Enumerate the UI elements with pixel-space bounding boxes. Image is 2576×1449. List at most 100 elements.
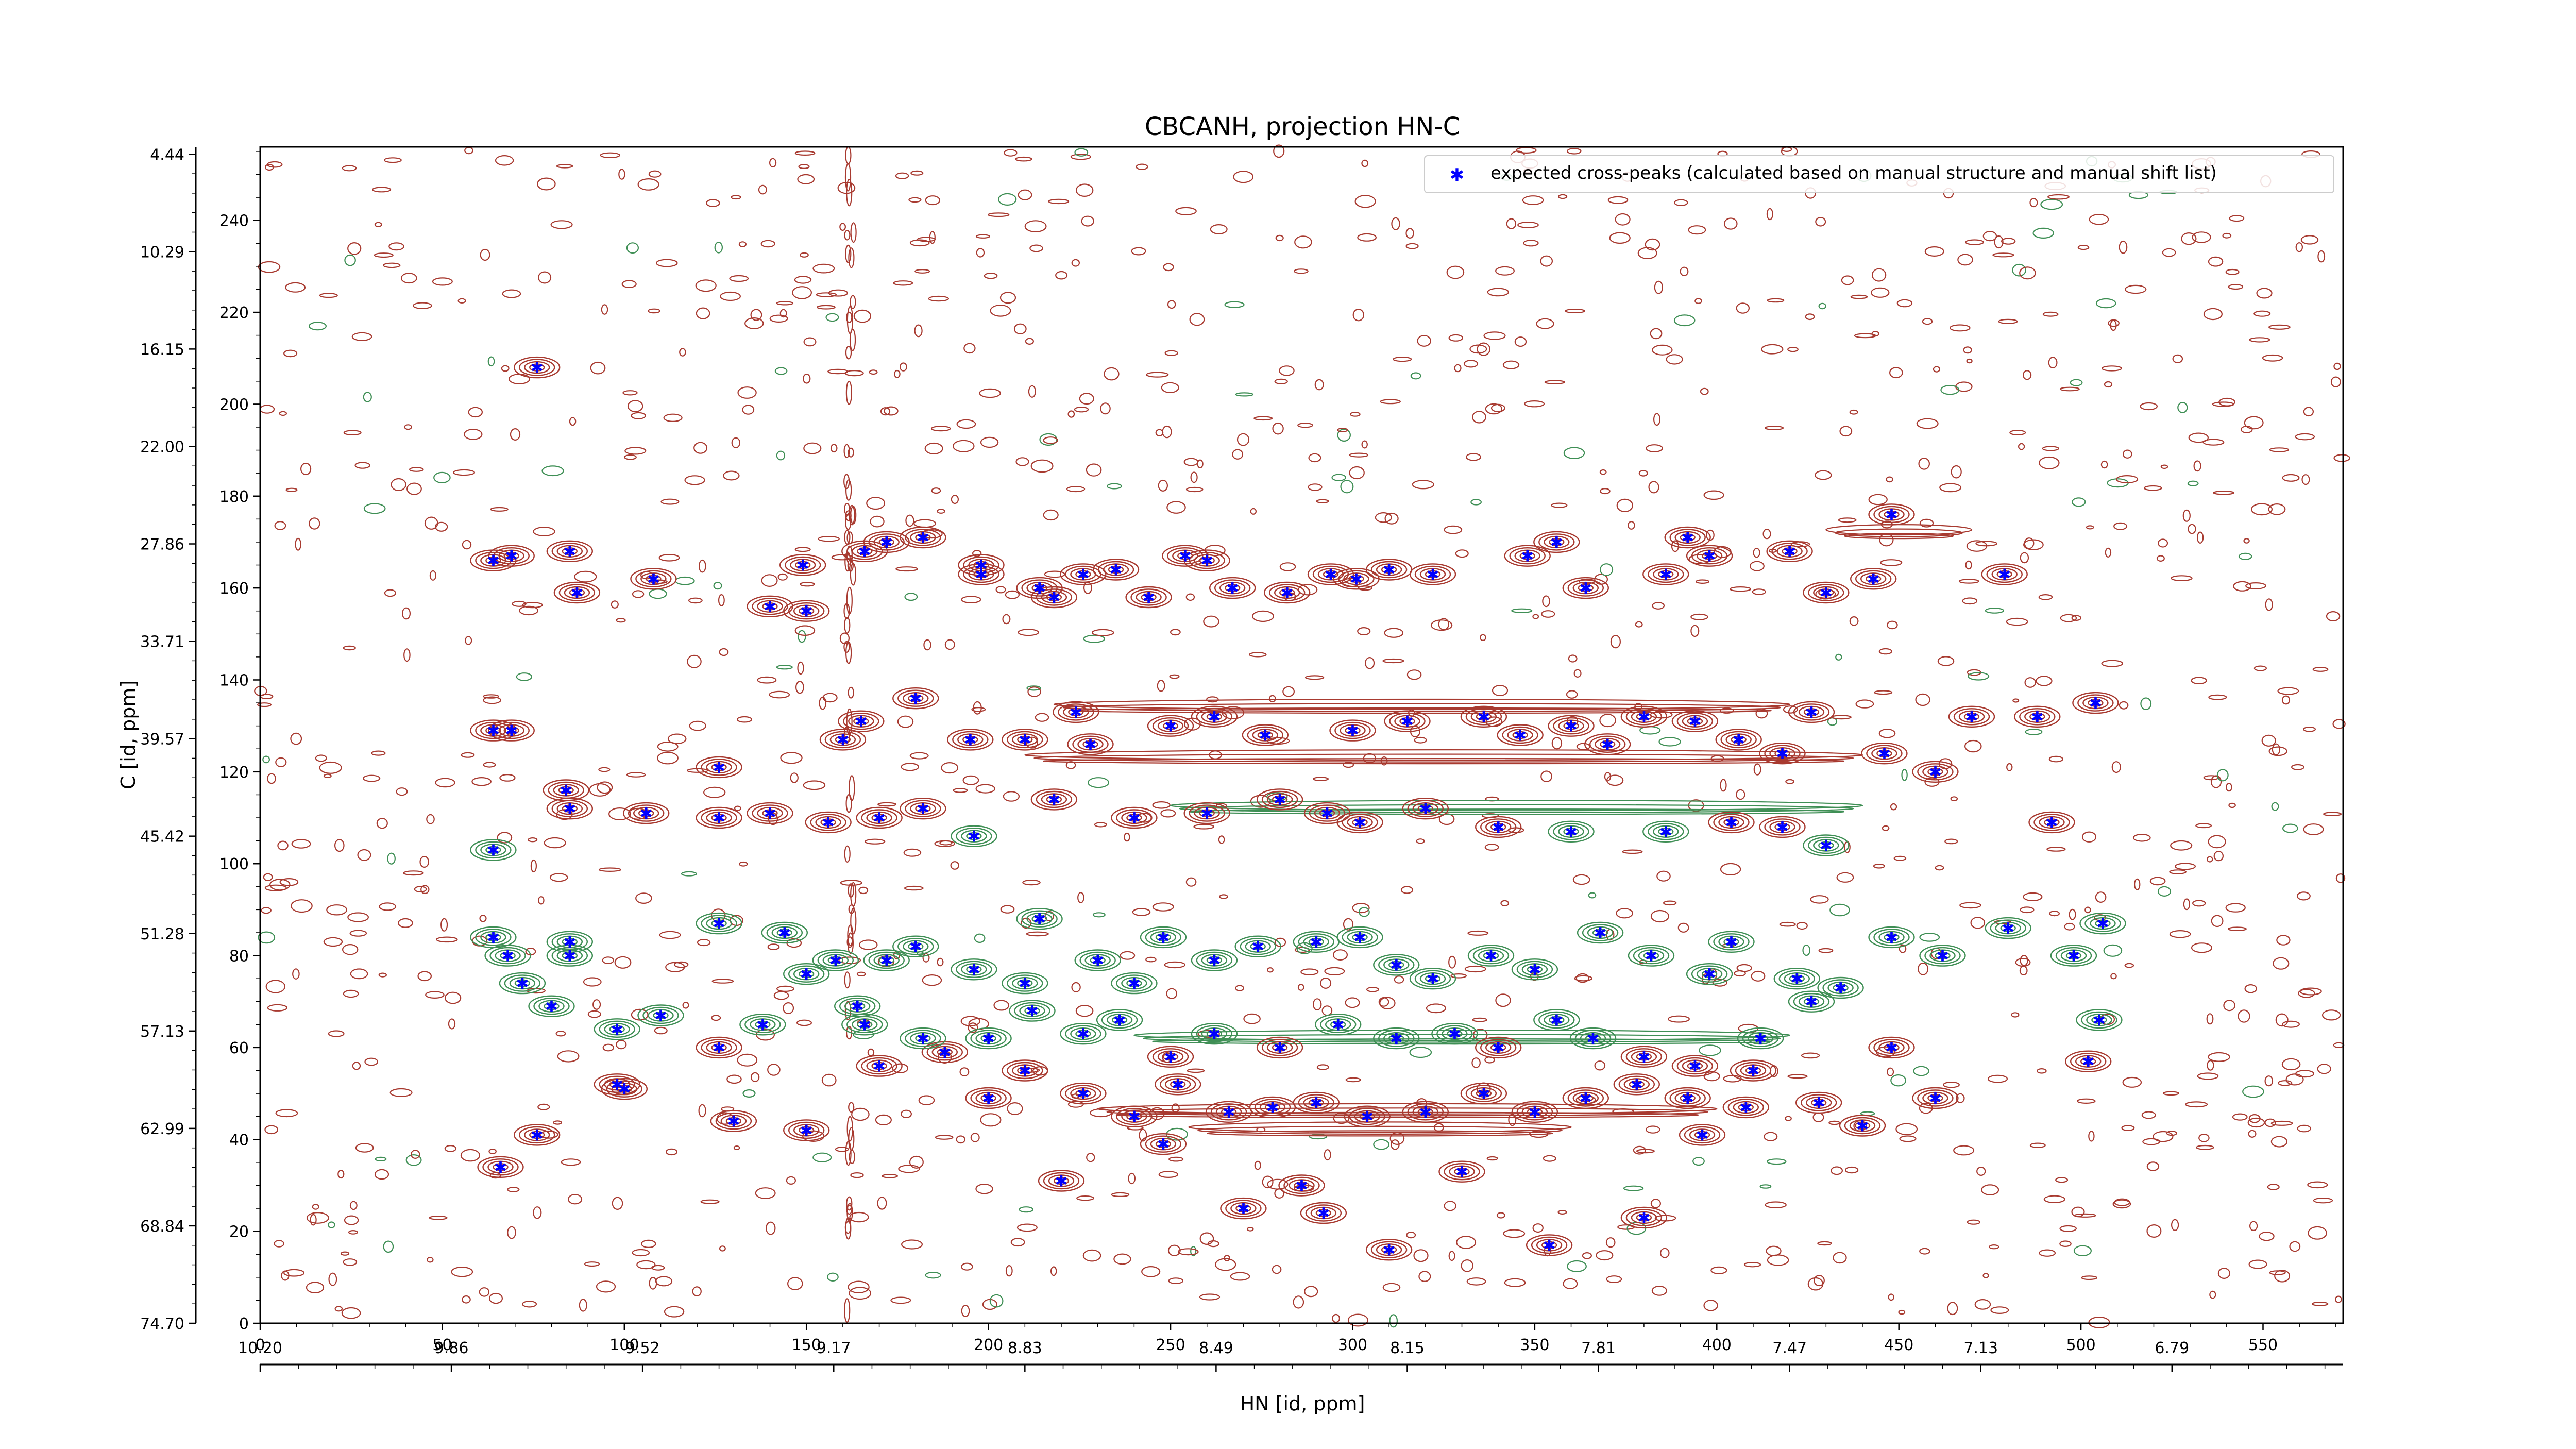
noise-contour — [1224, 301, 1245, 308]
noise-contour — [1340, 480, 1354, 494]
peak-contour — [553, 784, 579, 797]
noise-contour — [1720, 863, 1741, 876]
y-ppm-tick-label: 57.13 — [140, 1023, 184, 1041]
noise-contour — [1965, 560, 1972, 570]
cross-peak-marker: ✱ — [1113, 1012, 1126, 1030]
noise-contour — [435, 521, 448, 532]
peak-contour — [1774, 749, 1790, 757]
noise-contour — [1511, 608, 1533, 613]
peak-contour — [1343, 572, 1369, 585]
noise-contour — [657, 742, 679, 752]
cross-peak-marker: ✱ — [1455, 1164, 1468, 1182]
noise-contour — [1565, 308, 1585, 313]
noise-contour — [507, 1226, 516, 1239]
noise-contour — [2332, 719, 2346, 729]
noise-contour — [1050, 1266, 1057, 1276]
peak-contour — [493, 1163, 509, 1171]
y-tick-label: 100 — [219, 855, 249, 873]
noise-contour — [1761, 344, 1784, 355]
noise-contour — [349, 930, 367, 937]
noise-contour — [758, 184, 767, 195]
noise-contour — [2146, 1161, 2160, 1171]
peak-contour — [1577, 921, 1624, 944]
noise-contour — [2247, 1117, 2265, 1128]
peak-contour — [1067, 733, 1114, 755]
cross-peak-marker: ✱ — [1885, 506, 1898, 524]
peak-contour — [1625, 1048, 1663, 1066]
noise-contour — [929, 231, 936, 244]
noise-contour — [2303, 823, 2324, 835]
noise-contour — [1444, 1201, 1456, 1211]
noise-contour — [1472, 1017, 1487, 1022]
noise-contour — [419, 855, 429, 868]
peak-contour — [1154, 1073, 1201, 1096]
peak-contour — [1442, 1027, 1468, 1040]
streak-contour — [848, 247, 855, 268]
noise-contour — [1605, 1237, 1616, 1248]
peak-contour — [635, 570, 672, 588]
peak-contour — [1111, 806, 1158, 829]
noise-contour — [1275, 234, 1284, 242]
peak-contour — [897, 689, 934, 707]
noise-contour — [383, 262, 401, 268]
noise-contour — [2009, 429, 2026, 435]
noise-contour — [1243, 1013, 1261, 1024]
band-contour — [1062, 703, 1781, 712]
peak-contour — [1679, 1124, 1726, 1146]
noise-contour — [1486, 1156, 1498, 1161]
noise-contour — [1074, 407, 1089, 413]
peak-contour — [1735, 1062, 1772, 1080]
noise-contour — [1167, 300, 1176, 309]
cross-peak-marker: ✱ — [1019, 731, 1031, 749]
noise-contour — [1331, 474, 1346, 481]
noise-contour — [2313, 1197, 2333, 1204]
peak-contour — [868, 533, 905, 551]
peak-contour — [1412, 802, 1439, 815]
noise-contour — [1779, 921, 1796, 927]
noise-contour — [1637, 247, 1657, 259]
peak-contour — [1425, 974, 1441, 983]
noise-contour — [471, 777, 492, 786]
cross-peak-marker: ✱ — [1033, 580, 1046, 598]
peak-contour — [1701, 551, 1718, 560]
noise-contour — [711, 979, 734, 984]
cross-peak-marker: ✱ — [1172, 1076, 1184, 1094]
peak-contour — [1319, 809, 1335, 817]
noise-contour — [2299, 987, 2322, 996]
cross-peak-marker: ✱ — [1047, 589, 1060, 607]
peak-contour — [562, 804, 578, 813]
noise-contour — [2172, 354, 2183, 363]
noise-contour — [961, 1262, 973, 1271]
peak-contour — [1927, 1094, 1943, 1102]
noise-contour — [1492, 684, 1509, 696]
peak-contour — [616, 1085, 633, 1093]
noise-contour — [1568, 654, 1578, 663]
x-tick-label: 300 — [1338, 1336, 1367, 1354]
peak-contour — [1247, 726, 1284, 744]
peak-contour — [966, 965, 982, 974]
peak-contour — [1625, 1209, 1663, 1226]
peak-contour — [1720, 731, 1757, 749]
streak-contour — [846, 1116, 853, 1142]
peak-contour — [980, 1034, 996, 1042]
y-ppm-tick-label: 62.99 — [140, 1120, 184, 1138]
noise-contour — [1393, 356, 1412, 362]
noise-contour — [2169, 930, 2191, 938]
noise-contour — [673, 961, 689, 968]
noise-contour — [1688, 225, 1706, 235]
noise-contour — [1898, 1309, 1906, 1315]
noise-contour — [2326, 611, 2341, 621]
noise-contour — [1551, 737, 1563, 750]
peak-contour — [1613, 1073, 1660, 1096]
noise-contour — [1874, 690, 1893, 695]
peak-contour — [1116, 1107, 1153, 1125]
noise-contour — [790, 772, 799, 783]
noise-contour — [962, 775, 979, 785]
noise-contour — [1029, 244, 1043, 252]
noise-contour — [1166, 988, 1177, 999]
peak-contour — [1521, 963, 1548, 976]
peak-contour — [701, 809, 737, 827]
peak-contour — [873, 954, 900, 967]
peak-contour — [1072, 735, 1109, 753]
noise-contour — [1609, 232, 1631, 244]
